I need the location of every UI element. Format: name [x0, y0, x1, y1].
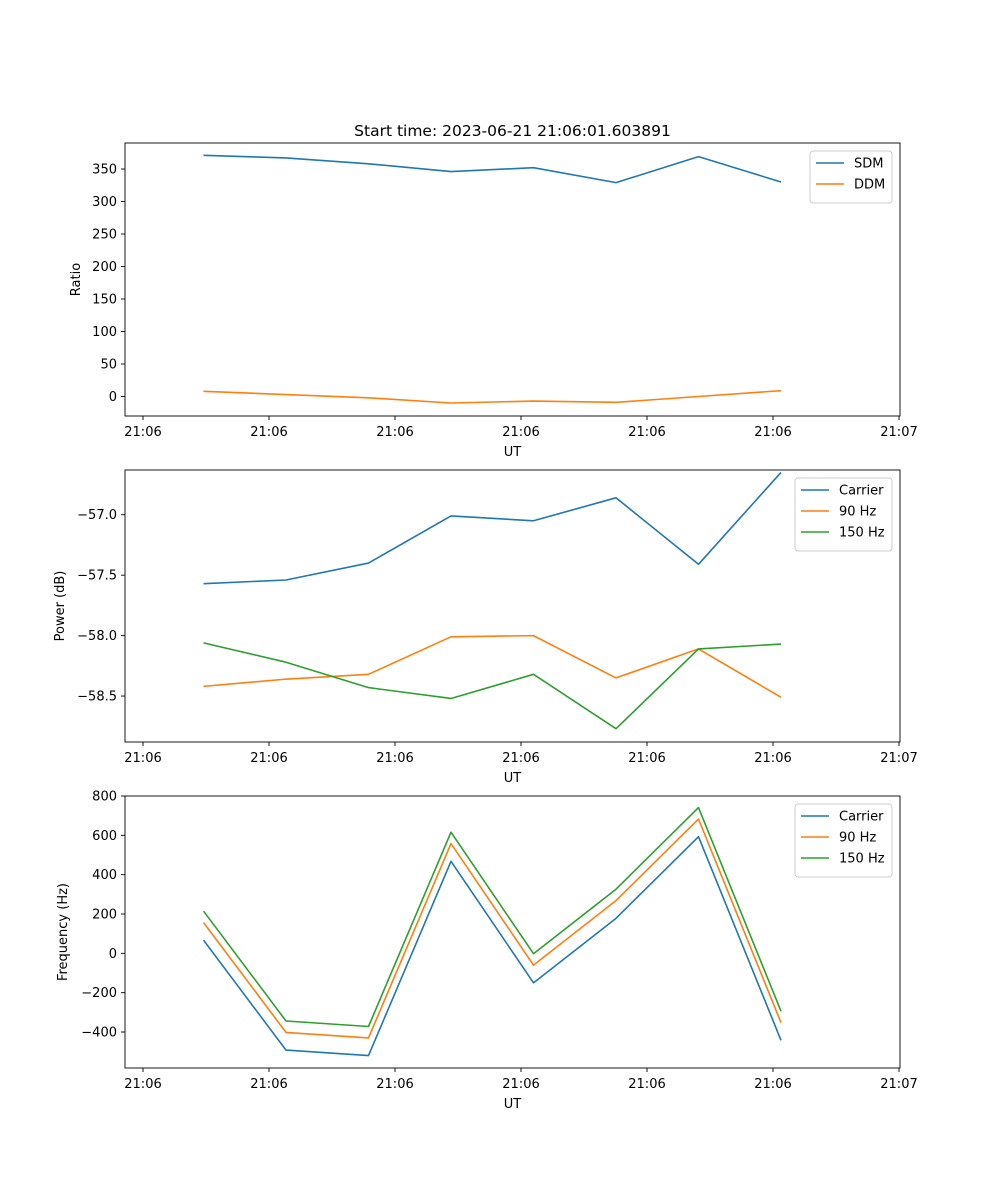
- x-tick-label: 21:06: [376, 425, 413, 440]
- series-line-sdm: [203, 154, 782, 184]
- series-line-150-hz: [202, 806, 782, 1028]
- x-tick-label: 21:06: [250, 751, 287, 766]
- y-tick-label: −200: [81, 986, 117, 1001]
- chart-panel-1: Start time: 2023-06-21 21:06:01.603891 21…: [69, 122, 918, 460]
- x-axis-label: UT: [504, 1097, 522, 1112]
- legend-label: SDM: [854, 157, 883, 172]
- y-tick-label: 350: [92, 163, 117, 178]
- y-tick-label: −58.5: [77, 690, 117, 705]
- x-tick-label: 21:06: [124, 751, 161, 766]
- x-tick-label: 21:06: [250, 1077, 287, 1092]
- y-tick-label: 200: [92, 260, 117, 275]
- x-tick-label: 21:06: [376, 1077, 413, 1092]
- chart-panel-2: 21:06 21:06 21:06 21:06 21:06 21:06 21:07 −58.5…: [53, 469, 918, 786]
- x-tick-label: 21:06: [376, 751, 413, 766]
- x-tick-label: 21:06: [754, 425, 791, 440]
- chart-title: Start time: 2023-06-21 21:06:01.603891: [354, 122, 671, 140]
- y-tick-label: 400: [92, 868, 117, 883]
- y-tick-label: 250: [92, 228, 117, 243]
- legend-label: Carrier: [839, 484, 884, 499]
- x-tick-label: 21:06: [754, 1077, 791, 1092]
- x-tick-label: 21:07: [880, 1077, 917, 1092]
- legend-label: 150 Hz: [839, 852, 885, 867]
- legend-label: Carrier: [839, 810, 884, 825]
- y-tick-label: 0: [109, 947, 117, 962]
- legend-label: DDM: [854, 178, 885, 193]
- legend: SDM DDM: [809, 150, 893, 204]
- chart-panel-3: 21:06 21:06 21:06 21:06 21:06 21:06 21:07 −400 −…: [56, 790, 918, 1113]
- x-tick-label: 21:06: [502, 425, 539, 440]
- y-axis-label: Frequency (Hz): [56, 883, 71, 981]
- x-tick-label: 21:07: [880, 425, 917, 440]
- y-tick-label: 200: [92, 908, 117, 923]
- x-tick-label: 21:06: [628, 425, 665, 440]
- x-tick-label: 21:06: [628, 1077, 665, 1092]
- x-tick-label: 21:06: [250, 425, 287, 440]
- y-tick-label: 0: [109, 390, 117, 405]
- legend-label: 90 Hz: [839, 505, 876, 520]
- y-axis-label: Power (dB): [53, 571, 68, 642]
- y-tick-label: 800: [92, 790, 117, 805]
- x-tick-label: 21:06: [502, 1077, 539, 1092]
- plot-area-frame: [124, 142, 901, 417]
- y-tick-label: 600: [92, 829, 117, 844]
- series-line-carrier: [202, 835, 782, 1057]
- series-line-90-hz: [202, 818, 782, 1039]
- y-tick-label: −57.5: [77, 569, 117, 584]
- x-tick-label: 21:06: [754, 751, 791, 766]
- series-line-ddm: [203, 389, 782, 404]
- x-tick-label: 21:06: [124, 425, 161, 440]
- y-tick-label: 150: [92, 293, 117, 308]
- legend: Carrier 90 Hz 150 Hz: [794, 477, 893, 552]
- x-axis-label: UT: [504, 445, 522, 460]
- y-axis-label: Ratio: [69, 263, 84, 296]
- y-tick-label: −58.0: [77, 629, 117, 644]
- legend-label: 150 Hz: [839, 526, 885, 541]
- plot-area-frame: [124, 469, 901, 743]
- series-line-90-hz: [203, 634, 782, 698]
- x-tick-label: 21:06: [502, 751, 539, 766]
- y-tick-label: 50: [100, 358, 117, 373]
- legend-frame: [809, 150, 893, 204]
- series-line-carrier: [203, 471, 782, 585]
- plot-area-frame: [124, 795, 901, 1069]
- y-tick-label: −57.0: [77, 508, 117, 523]
- x-tick-label: 21:07: [880, 751, 917, 766]
- x-tick-label: 21:06: [124, 1077, 161, 1092]
- legend: Carrier 90 Hz 150 Hz: [794, 803, 893, 878]
- x-tick-label: 21:06: [628, 751, 665, 766]
- legend-label: 90 Hz: [839, 831, 876, 846]
- y-tick-label: −400: [81, 1026, 117, 1041]
- series-line-150-hz: [203, 642, 782, 730]
- x-axis-label: UT: [504, 771, 522, 786]
- y-tick-label: 100: [92, 325, 117, 340]
- y-tick-label: 300: [92, 195, 117, 210]
